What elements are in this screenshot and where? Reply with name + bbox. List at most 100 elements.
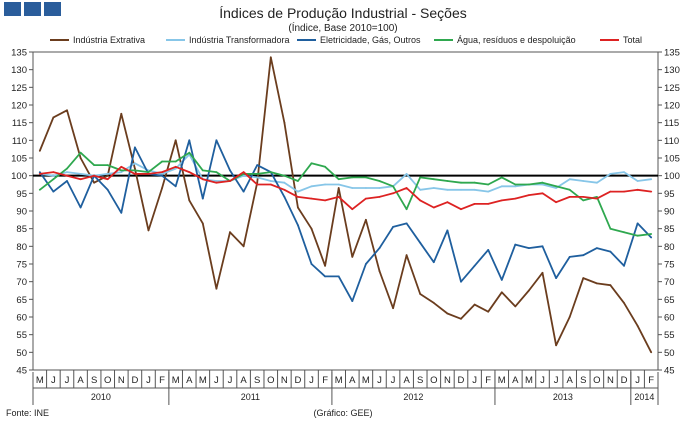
month-label: J — [377, 375, 382, 386]
y-tick-label-left: 105 — [11, 154, 27, 165]
data-point — [392, 307, 394, 310]
series-1 — [38, 56, 653, 354]
year-label: 2010 — [91, 392, 111, 402]
data-point — [134, 173, 136, 175]
data-point — [419, 188, 422, 191]
data-point — [66, 171, 68, 174]
legend-label: Indústria Extrativa — [73, 35, 145, 45]
y-tick-label-left: 120 — [11, 101, 27, 112]
y-tick-label-left: 60 — [16, 313, 27, 324]
year-label: 2014 — [634, 392, 654, 402]
data-point — [473, 303, 476, 306]
data-point — [120, 211, 123, 214]
data-point — [514, 197, 517, 200]
data-point — [473, 264, 476, 267]
data-point — [52, 190, 55, 193]
data-point — [528, 247, 530, 250]
data-point — [161, 173, 164, 175]
data-point — [405, 254, 408, 257]
series-3 — [38, 139, 653, 303]
data-point — [66, 109, 68, 112]
data-point — [147, 173, 150, 175]
data-point — [52, 116, 55, 119]
y-tick-label-right: 90 — [664, 207, 675, 218]
data-point — [419, 293, 422, 295]
data-point — [283, 174, 286, 177]
y-tick-label-right: 130 — [664, 65, 680, 76]
data-point — [378, 196, 381, 198]
month-label: D — [458, 375, 465, 386]
data-point — [365, 176, 367, 179]
data-point — [473, 188, 476, 191]
series-line — [39, 151, 652, 237]
data-point — [269, 56, 272, 59]
y-tick-label-right: 80 — [664, 242, 675, 253]
data-point — [256, 173, 259, 175]
data-point — [106, 164, 109, 167]
data-point — [161, 187, 164, 189]
month-label: N — [281, 375, 288, 386]
data-point — [378, 180, 381, 182]
data-point — [487, 183, 490, 186]
data-point — [528, 183, 530, 186]
data-point — [650, 233, 653, 235]
data-point — [582, 196, 585, 198]
data-point — [120, 171, 123, 174]
data-point — [297, 206, 299, 209]
y-tick-label-right: 65 — [664, 295, 675, 306]
month-label: J — [309, 375, 314, 386]
data-point — [174, 167, 177, 170]
y-tick-label-right: 110 — [664, 136, 679, 147]
y-tick-label-right: 70 — [664, 277, 675, 288]
legend-label: Total — [623, 35, 642, 45]
month-label: J — [540, 375, 545, 386]
chart-subtitle: (Índice, Base 2010=100) — [288, 21, 397, 34]
legend-item: Indústria Extrativa — [50, 35, 145, 45]
data-point — [52, 174, 55, 177]
data-point — [324, 199, 326, 202]
chart-title: Índices de Produção Industrial - Seções — [219, 5, 466, 21]
month-label: D — [131, 375, 138, 386]
legend-label: Eletricidade, Gás, Outros — [320, 35, 421, 45]
data-point — [650, 178, 653, 181]
data-point — [337, 187, 340, 189]
legend-item: Indústria Transformadora — [166, 35, 290, 45]
y-tick-label-left: 50 — [16, 348, 27, 359]
month-label: S — [580, 375, 586, 386]
data-point — [432, 261, 435, 264]
data-point — [555, 277, 557, 279]
data-point — [419, 199, 422, 202]
month-label: A — [403, 375, 410, 386]
source-text: Fonte: INE — [6, 408, 49, 418]
data-point — [609, 190, 612, 193]
month-label: M — [525, 375, 533, 386]
data-point — [487, 203, 490, 205]
month-label: S — [91, 375, 97, 386]
y-tick-label-left: 135 — [11, 48, 27, 59]
data-point — [310, 197, 313, 200]
data-point — [636, 234, 639, 237]
y-tick-label-right: 100 — [664, 171, 680, 182]
month-label: N — [607, 375, 614, 386]
data-point — [229, 231, 231, 234]
y-tick-label-left: 125 — [11, 83, 27, 94]
data-point — [378, 270, 381, 272]
data-point — [623, 231, 625, 234]
data-point — [636, 324, 639, 327]
data-point — [215, 139, 218, 142]
month-label: O — [593, 375, 600, 386]
data-point — [283, 121, 286, 124]
month-label: J — [391, 375, 396, 386]
plot-frame — [32, 51, 659, 371]
month-label: A — [77, 375, 84, 386]
data-point — [242, 171, 245, 174]
data-point — [66, 174, 68, 177]
month-label: J — [214, 375, 219, 386]
y-tick-label-left: 115 — [12, 118, 27, 129]
data-point — [487, 310, 490, 313]
data-point — [365, 187, 367, 189]
credit-text: (Gráfico: GEE) — [313, 408, 372, 418]
data-point — [79, 173, 82, 175]
series-line — [39, 139, 652, 303]
